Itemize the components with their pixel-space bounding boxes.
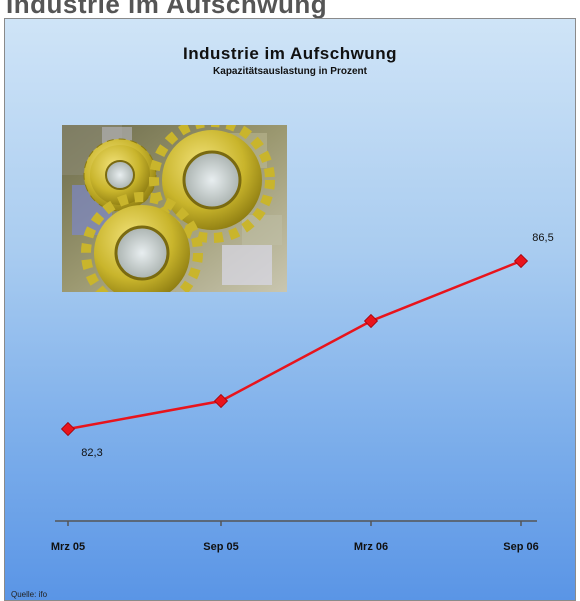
data-label: 86,5 <box>532 232 553 244</box>
data-point <box>513 253 529 269</box>
series-line <box>67 259 522 431</box>
data-point <box>213 393 229 409</box>
line-chart: Mrz 05 Sep 05 Mrz 06 Sep 06 82,3 86,5 <box>51 232 554 553</box>
x-tick-label: Sep 06 <box>503 541 538 553</box>
x-tick-label: Mrz 06 <box>354 541 388 553</box>
data-point <box>363 313 379 329</box>
gears-icon <box>62 125 287 292</box>
chart-subtitle: Kapazitätsauslastung in Prozent <box>213 66 367 77</box>
source-note: Quelle: ifo <box>11 590 48 599</box>
x-tick-label: Mrz 05 <box>51 541 85 553</box>
page-header-text: Industrie im Aufschwung <box>6 0 328 18</box>
chart-title: Industrie im Aufschwung <box>183 44 397 63</box>
x-tick-label: Sep 05 <box>203 541 238 553</box>
data-label: 82,3 <box>81 447 102 459</box>
chart-frame: Industrie im Aufschwung Kapazitätsauslas… <box>4 18 576 601</box>
page-header: Industrie im Aufschwung <box>0 0 580 18</box>
data-point <box>60 421 76 437</box>
